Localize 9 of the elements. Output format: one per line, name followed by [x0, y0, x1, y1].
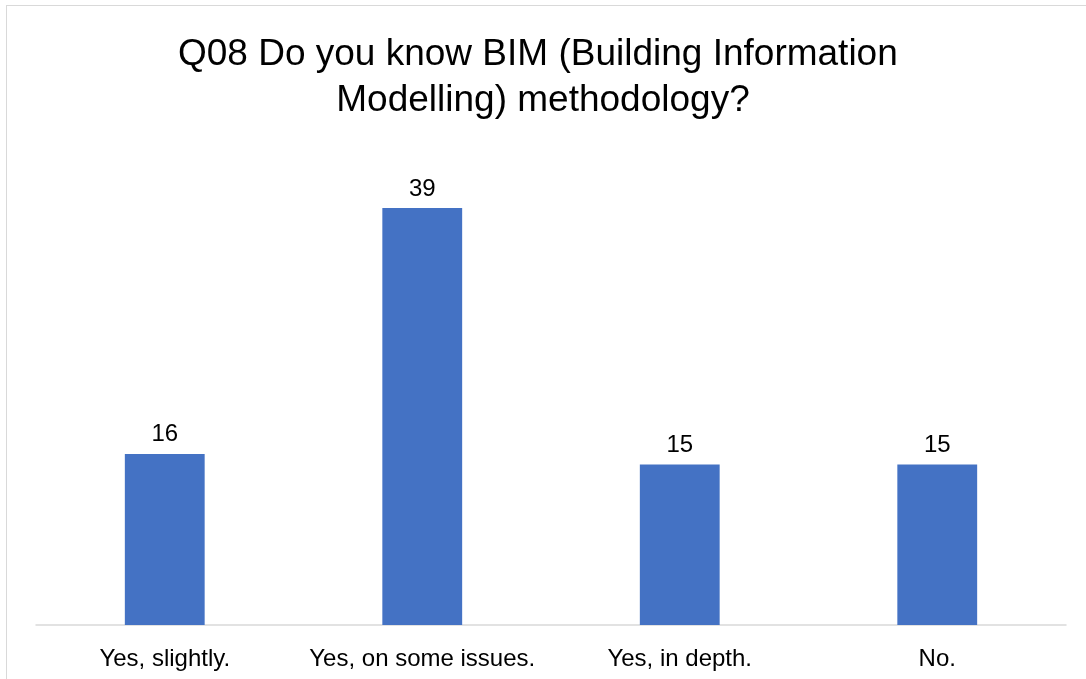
data-label: 15: [923, 430, 951, 458]
x-tick-label: Yes, slightly.: [99, 643, 231, 671]
x-tick-label: No.: [918, 643, 956, 671]
x-tick-label: Yes, on some issues.: [309, 643, 536, 671]
data-label: 39: [408, 173, 436, 201]
chart-title: Q08 Do you know BIM (Building Information Modelling) methodology?: [177, 31, 909, 119]
data-label: 16: [151, 419, 179, 447]
x-tick-label: Yes, in depth.: [607, 643, 753, 671]
data-label: 15: [666, 430, 694, 458]
